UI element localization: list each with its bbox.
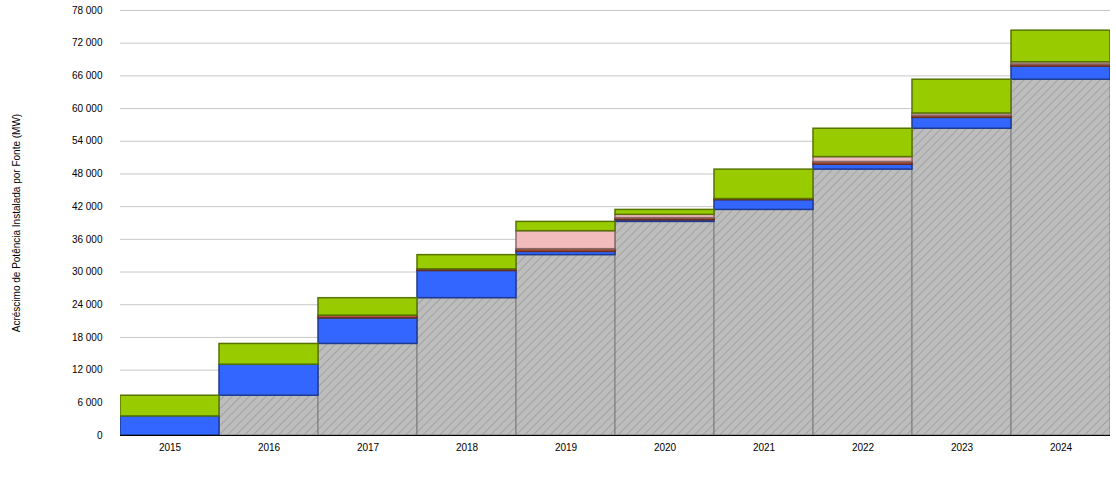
svg-text:66 000: 66 000 [72,70,103,81]
svg-text:18 000: 18 000 [72,332,103,343]
svg-text:12 000: 12 000 [72,364,103,375]
svg-text:60 000: 60 000 [72,103,103,114]
svg-text:Acréscimo de Potência Instalad: Acréscimo de Potência Instalada por Font… [11,114,22,332]
svg-text:2023: 2023 [951,442,974,453]
svg-text:54 000: 54 000 [72,135,103,146]
svg-text:24 000: 24 000 [72,299,103,310]
svg-text:2016: 2016 [258,442,281,453]
svg-text:0: 0 [97,430,103,441]
svg-text:2015: 2015 [159,442,182,453]
svg-text:42 000: 42 000 [72,201,103,212]
svg-text:2022: 2022 [852,442,875,453]
svg-text:72 000: 72 000 [72,37,103,48]
svg-text:2021: 2021 [753,442,776,453]
svg-text:2018: 2018 [456,442,479,453]
svg-text:2019: 2019 [555,442,578,453]
svg-text:6 000: 6 000 [77,397,102,408]
svg-text:2024: 2024 [1050,442,1073,453]
svg-text:2020: 2020 [654,442,677,453]
svg-text:78 000: 78 000 [72,5,103,16]
svg-text:36 000: 36 000 [72,234,103,245]
svg-text:30 000: 30 000 [72,266,103,277]
svg-text:48 000: 48 000 [72,168,103,179]
svg-text:2017: 2017 [357,442,380,453]
